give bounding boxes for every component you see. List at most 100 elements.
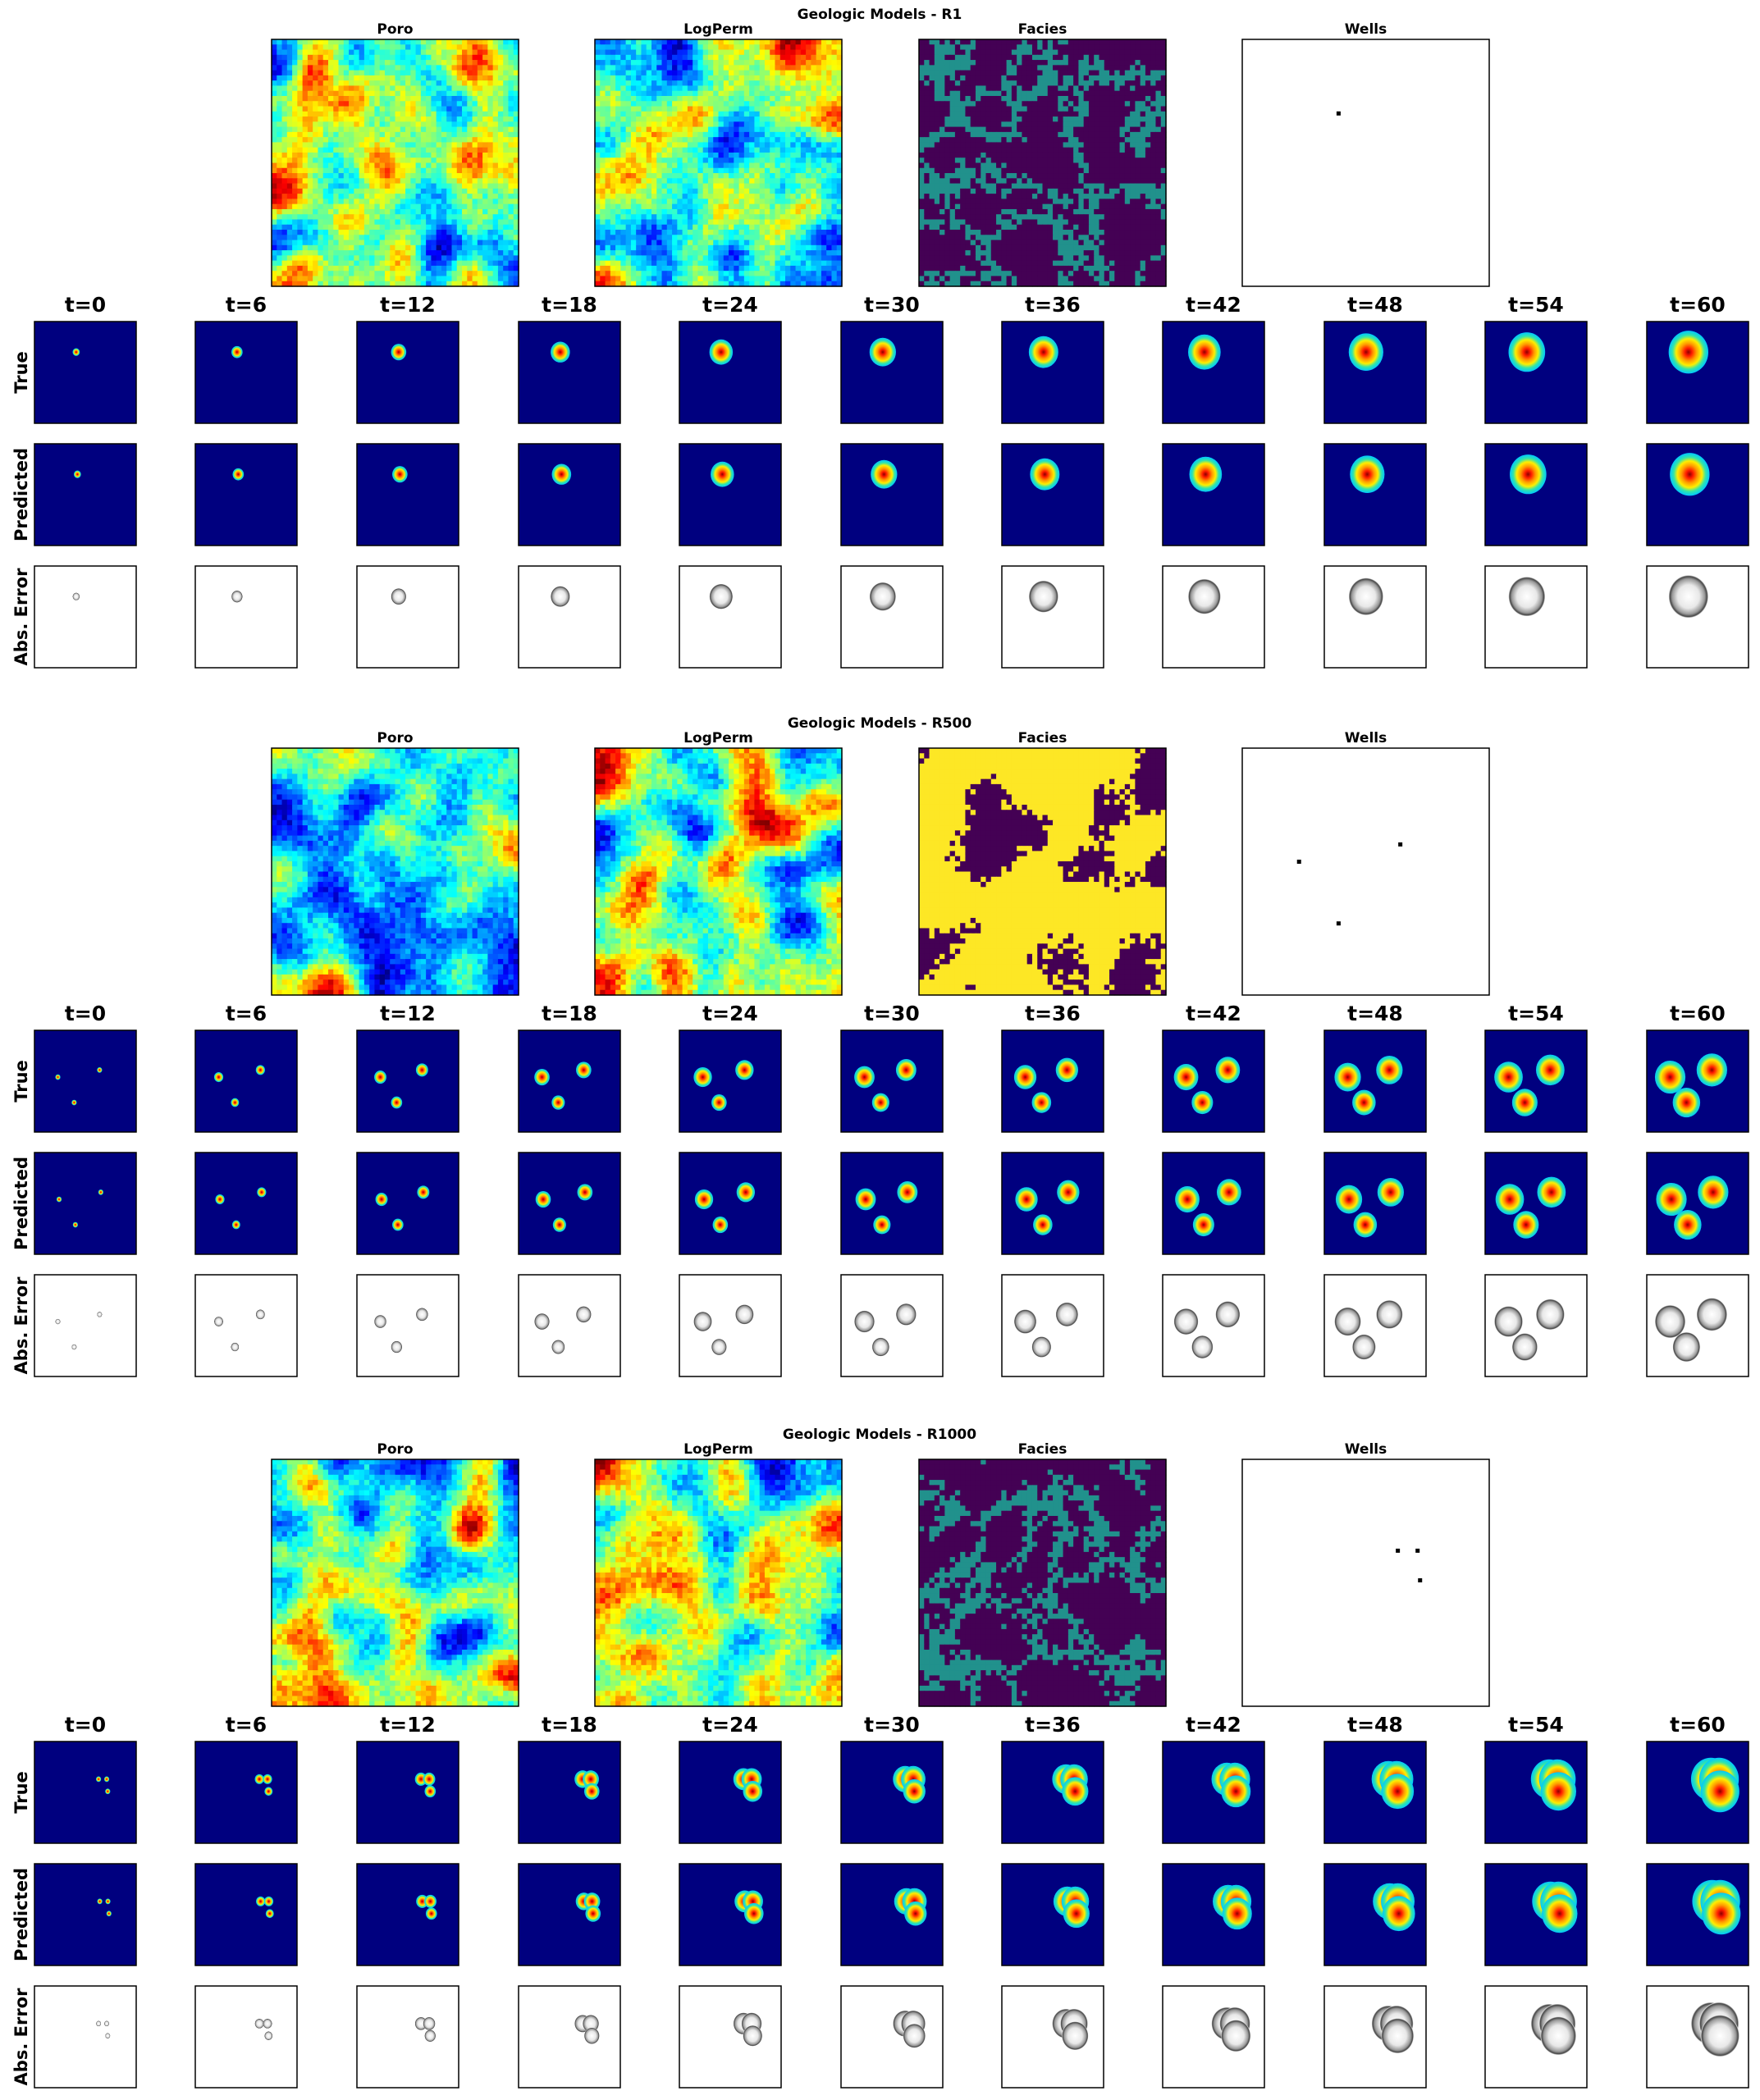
cell-error <box>518 1274 621 1377</box>
geologic-panel-poro: Poro <box>271 1441 519 1707</box>
plume-2 <box>1033 1214 1053 1235</box>
time-label: t=18 <box>542 1713 597 1737</box>
cell-predicted <box>1162 1152 1265 1255</box>
plume-1 <box>1215 1057 1241 1084</box>
plume-0 <box>391 344 407 361</box>
plume-0 <box>551 463 572 485</box>
error-0 <box>1013 1309 1037 1334</box>
time-label: t=6 <box>226 1713 267 1737</box>
cell-true <box>840 321 944 424</box>
time-label: t=24 <box>702 1713 758 1737</box>
cell-true <box>1162 1029 1265 1133</box>
plume-0 <box>374 1071 386 1084</box>
plume-2 <box>1222 1897 1252 1930</box>
plume-2 <box>711 1093 727 1112</box>
plume-0 <box>1654 1060 1686 1094</box>
cell-error <box>1484 1985 1588 2089</box>
cell-error <box>1001 1985 1104 2089</box>
plume-2 <box>1542 1894 1578 1933</box>
panel-title: Poro <box>377 21 413 38</box>
cell-error <box>34 565 137 669</box>
plume-1 <box>97 1067 103 1073</box>
error-0 <box>72 592 80 600</box>
error-2 <box>1511 1333 1538 1361</box>
cell-true <box>194 1029 298 1133</box>
cell-error <box>1323 565 1427 669</box>
panel-title: Poro <box>377 730 413 746</box>
cell-error <box>1162 1985 1265 2089</box>
cell-error <box>518 1985 621 2089</box>
error-1 <box>1536 1299 1565 1331</box>
error-2 <box>71 1344 77 1350</box>
plume-0 <box>392 466 408 483</box>
error-0 <box>1173 1308 1199 1335</box>
plume-2 <box>712 1216 729 1234</box>
plume-0 <box>1189 456 1223 492</box>
plume-1 <box>257 1187 267 1198</box>
panel-title: Wells <box>1345 21 1387 38</box>
time-label: t=18 <box>542 293 597 317</box>
error-2 <box>743 2025 763 2047</box>
cell-predicted <box>679 443 782 546</box>
error-2 <box>1031 1336 1052 1358</box>
cell-error <box>1646 1274 1749 1377</box>
error-0 <box>1508 577 1546 617</box>
cell-error <box>679 565 782 669</box>
cell-predicted <box>1001 1152 1104 1255</box>
time-label: t=54 <box>1508 1713 1564 1737</box>
plume-0 <box>1028 336 1058 368</box>
plume-2 <box>552 1217 566 1232</box>
plume-2 <box>424 1785 437 1798</box>
cell-true <box>194 321 298 424</box>
cell-predicted <box>1162 1863 1265 1966</box>
plume-0 <box>1670 453 1710 496</box>
plume-1 <box>895 1058 917 1081</box>
time-label: t=42 <box>1186 1002 1241 1025</box>
time-label: t=30 <box>864 1002 920 1025</box>
cell-predicted <box>1646 443 1749 546</box>
plume-0 <box>1494 1061 1523 1093</box>
plume-1 <box>583 1770 599 1788</box>
plume-1 <box>255 1065 265 1075</box>
error-0 <box>1334 1307 1361 1336</box>
cell-true <box>1646 1741 1749 1844</box>
well-marker-1 <box>1415 1548 1420 1553</box>
plume-2 <box>72 1221 78 1228</box>
cell-predicted <box>1323 443 1427 546</box>
panel-title: Poro <box>377 1441 413 1458</box>
plume-1 <box>1057 1180 1080 1205</box>
error-2 <box>871 1337 889 1357</box>
plume-0 <box>535 1190 551 1208</box>
error-2 <box>391 1340 403 1354</box>
row-label-2: Abs. Error <box>11 1988 31 2086</box>
plume-0 <box>96 1776 102 1783</box>
plume-0 <box>1188 334 1221 370</box>
plume-2 <box>1540 1772 1576 1811</box>
plume-0 <box>254 1774 264 1784</box>
cell-predicted <box>1646 1863 1749 1966</box>
cell-true <box>840 1741 944 1844</box>
plume-2 <box>1031 1092 1052 1113</box>
cell-error <box>1484 1274 1588 1377</box>
plume-2 <box>1192 1212 1214 1237</box>
cell-predicted <box>840 1152 944 1255</box>
cell-true <box>1162 1741 1265 1844</box>
plume-2 <box>425 1907 437 1920</box>
plume-2 <box>873 1215 891 1235</box>
plume-2 <box>744 1903 764 1924</box>
error-2 <box>1221 2020 1251 2052</box>
plume-0 <box>855 1188 876 1211</box>
plume-1 <box>1698 1176 1729 1209</box>
cell-error <box>356 1274 459 1377</box>
plume-0 <box>1015 1187 1038 1212</box>
model-block-0: Geologic Models - R1 Poro LogPerm Facies Wel… <box>11 7 1749 669</box>
panel-title: Facies <box>1018 730 1067 746</box>
error-0 <box>231 590 243 603</box>
row-label-2: Abs. Error <box>11 568 31 666</box>
cell-predicted <box>34 1152 137 1255</box>
cell-true <box>518 321 621 424</box>
error-1 <box>255 1309 265 1320</box>
plume-0 <box>55 1074 61 1080</box>
error-0 <box>55 1318 61 1325</box>
